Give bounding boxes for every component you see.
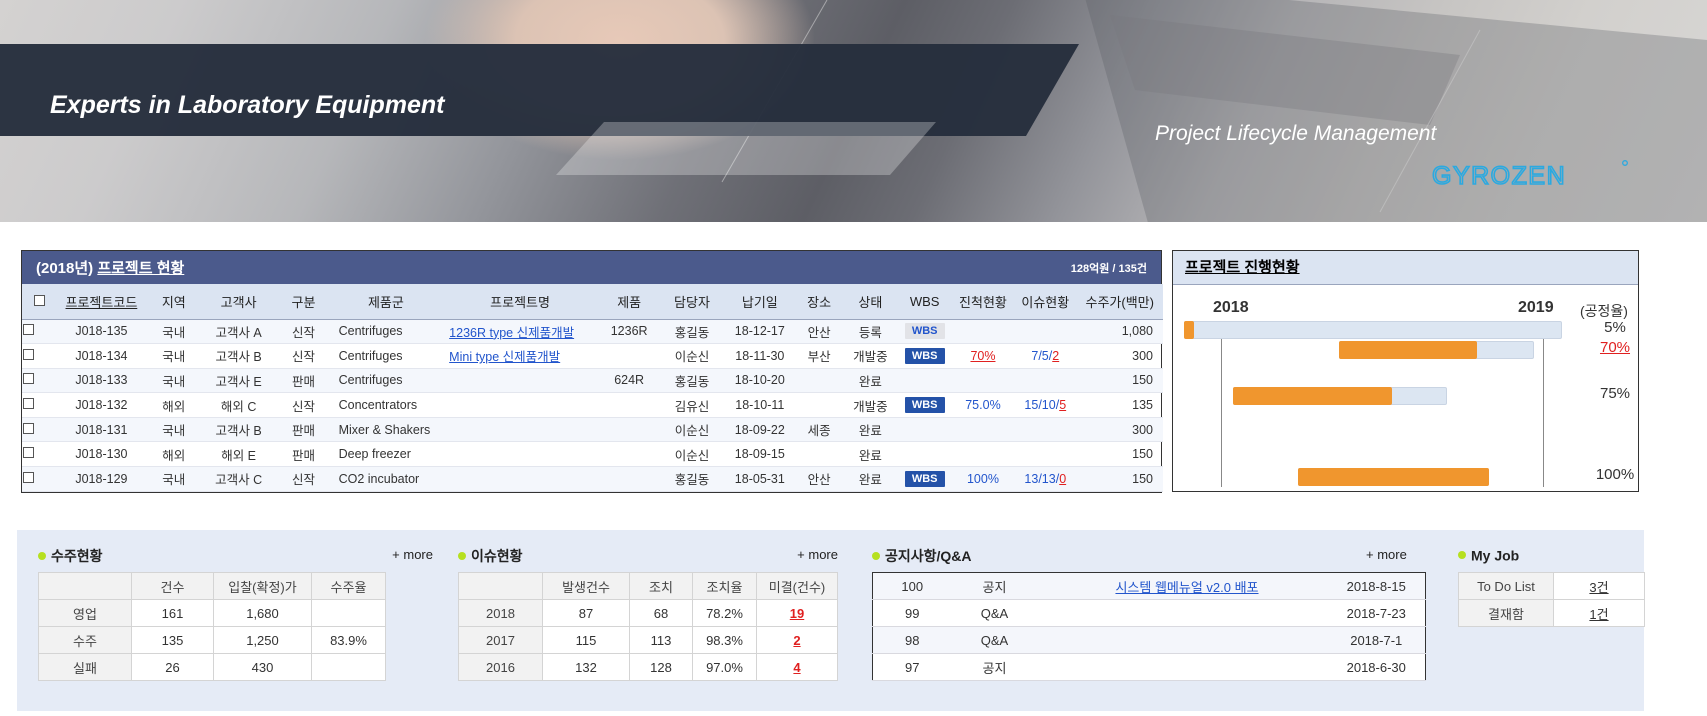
svg-text:GYROZEN: GYROZEN	[1432, 162, 1566, 190]
